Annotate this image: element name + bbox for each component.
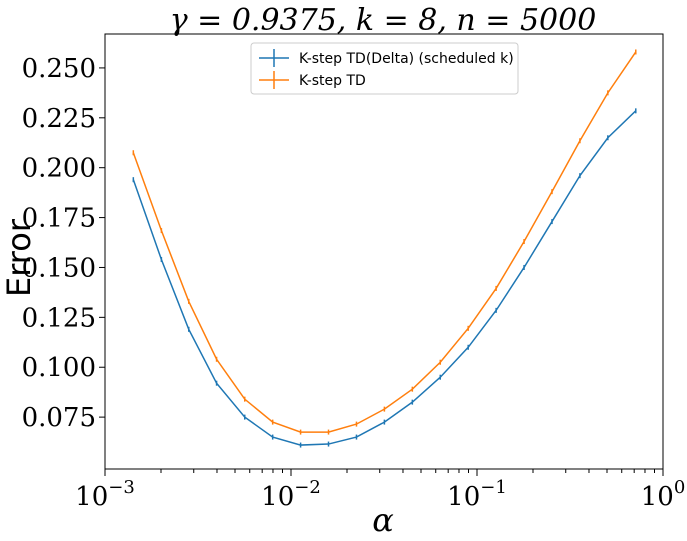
y-tick-label: 0.150 xyxy=(22,253,96,283)
legend-label: K-step TD xyxy=(299,73,366,89)
x-axis-label: α xyxy=(372,501,394,539)
x-tick-label: 100 xyxy=(641,477,686,512)
x-tick-label: 10−1 xyxy=(447,477,507,512)
legend-box xyxy=(250,42,519,95)
legend-label: K-step TD(Delta) (scheduled k) xyxy=(299,51,514,67)
chart-title: γ = 0.9375, k = 8, n = 5000 xyxy=(170,3,597,38)
x-tick-label: 10−2 xyxy=(261,477,321,512)
plot-frame xyxy=(104,33,664,470)
axes: 0.075 0.100 0.125 0.150 0.175 0.200 0.225 0.250… xyxy=(22,54,686,512)
y-tick-label: 0.125 xyxy=(22,303,96,333)
y-tick-label: 0.100 xyxy=(22,353,96,383)
y-axis-label: Error xyxy=(0,218,38,297)
legend: K-step TD(Delta) (scheduled k) K-step TD xyxy=(250,42,519,95)
series-lines xyxy=(132,49,637,448)
y-tick-label: 0.225 xyxy=(22,104,96,134)
y-tick-label: 0.200 xyxy=(22,154,96,184)
x-tick-label: 10−3 xyxy=(75,477,135,512)
y-tick-label: 0.075 xyxy=(22,403,96,433)
series-line-1 xyxy=(132,110,637,446)
series-line-2 xyxy=(132,51,637,433)
y-tick-label: 0.250 xyxy=(22,54,96,84)
y-tick-label: 0.175 xyxy=(22,204,96,234)
